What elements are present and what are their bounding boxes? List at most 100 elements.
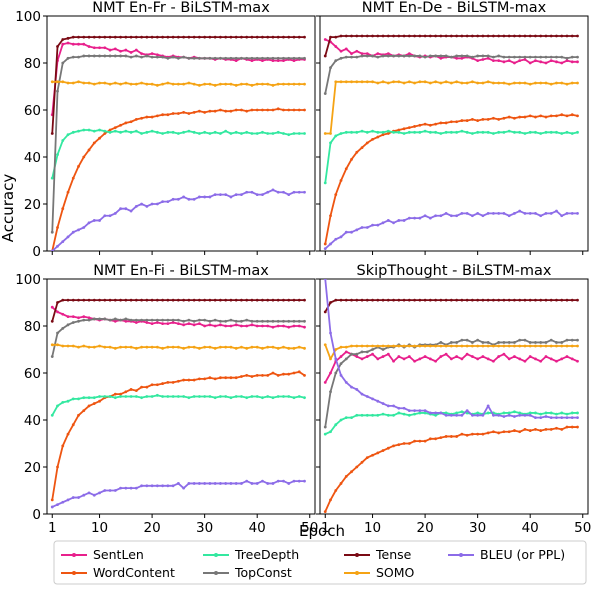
data-point bbox=[303, 479, 306, 483]
data-point bbox=[245, 56, 249, 60]
data-point bbox=[439, 34, 443, 38]
data-point bbox=[329, 331, 332, 335]
data-point bbox=[250, 375, 254, 378]
data-point bbox=[213, 109, 217, 113]
data-point bbox=[439, 54, 443, 58]
data-point bbox=[549, 130, 553, 134]
data-point bbox=[481, 355, 485, 358]
data-point bbox=[549, 34, 553, 38]
legend: SentLen WordContent TreeDepth TopConst Tense… bbox=[53, 540, 587, 585]
data-point bbox=[103, 489, 107, 492]
data-point bbox=[497, 118, 501, 121]
data-point bbox=[329, 66, 332, 70]
data-point bbox=[523, 298, 527, 302]
data-point bbox=[407, 216, 411, 220]
series-group bbox=[323, 279, 579, 514]
data-point bbox=[145, 82, 149, 86]
x-tick-label: 10 bbox=[364, 520, 381, 536]
data-point bbox=[502, 415, 506, 418]
data-point bbox=[339, 34, 343, 38]
data-point bbox=[413, 359, 416, 363]
data-point bbox=[523, 359, 527, 363]
data-point bbox=[145, 298, 149, 302]
data-point bbox=[103, 81, 107, 85]
data-point bbox=[355, 388, 359, 391]
data-point bbox=[570, 357, 574, 361]
x-axis-label: Epoch bbox=[299, 522, 345, 540]
data-point bbox=[492, 55, 495, 59]
data-point bbox=[376, 223, 380, 227]
data-point bbox=[465, 409, 469, 412]
data-point bbox=[423, 34, 427, 38]
data-point bbox=[465, 54, 469, 58]
data-point bbox=[82, 315, 86, 318]
data-point bbox=[386, 298, 390, 302]
data-point bbox=[502, 344, 506, 348]
data-point bbox=[140, 35, 143, 39]
data-point bbox=[513, 298, 516, 302]
data-point bbox=[376, 52, 380, 55]
data-point bbox=[66, 133, 70, 137]
data-point bbox=[271, 345, 275, 349]
data-point bbox=[197, 322, 201, 326]
data-point bbox=[549, 212, 553, 215]
data-point bbox=[439, 298, 443, 302]
data-point bbox=[192, 378, 196, 382]
data-point bbox=[376, 298, 380, 302]
data-point bbox=[344, 80, 348, 84]
data-point bbox=[492, 344, 495, 348]
data-point bbox=[92, 298, 96, 302]
data-point bbox=[71, 230, 75, 234]
data-point bbox=[276, 59, 280, 63]
data-point bbox=[339, 373, 343, 377]
data-point bbox=[402, 344, 406, 348]
data-point bbox=[261, 298, 264, 302]
data-point bbox=[365, 298, 369, 302]
data-point bbox=[418, 357, 422, 361]
data-point bbox=[134, 346, 138, 350]
data-point bbox=[549, 344, 553, 348]
data-point bbox=[71, 315, 75, 318]
data-point bbox=[344, 357, 348, 361]
data-point bbox=[497, 34, 501, 38]
data-point bbox=[245, 109, 249, 113]
data-point bbox=[355, 130, 359, 134]
data-point bbox=[155, 484, 159, 488]
data-point bbox=[234, 346, 238, 350]
plot-frame bbox=[319, 278, 589, 515]
data-point bbox=[87, 221, 91, 225]
data-point bbox=[576, 298, 579, 302]
data-point bbox=[197, 83, 201, 87]
data-point bbox=[397, 355, 401, 358]
data-point bbox=[155, 202, 159, 206]
data-point bbox=[549, 428, 553, 431]
data-point bbox=[323, 181, 327, 185]
data-point bbox=[371, 348, 374, 351]
data-point bbox=[303, 325, 306, 329]
data-point bbox=[455, 413, 459, 417]
data-point bbox=[113, 81, 117, 85]
data-point bbox=[171, 345, 175, 349]
data-point bbox=[145, 130, 149, 134]
data-point bbox=[155, 318, 159, 322]
data-point bbox=[534, 130, 537, 134]
data-point bbox=[113, 317, 117, 321]
data-point bbox=[323, 132, 327, 135]
data-point bbox=[187, 482, 191, 485]
x-tick-label: 1 bbox=[48, 520, 57, 536]
data-point bbox=[161, 132, 165, 135]
data-point bbox=[182, 346, 186, 350]
data-point bbox=[323, 279, 327, 281]
data-point bbox=[166, 381, 170, 384]
data-point bbox=[455, 344, 459, 348]
data-point bbox=[486, 80, 490, 84]
data-point bbox=[428, 344, 432, 348]
data-point bbox=[182, 130, 186, 134]
data-point bbox=[187, 396, 191, 400]
data-point bbox=[397, 80, 401, 84]
data-point bbox=[108, 130, 112, 134]
data-point bbox=[77, 496, 80, 499]
data-point bbox=[565, 344, 569, 348]
data-point bbox=[250, 35, 254, 39]
data-point bbox=[444, 411, 448, 415]
